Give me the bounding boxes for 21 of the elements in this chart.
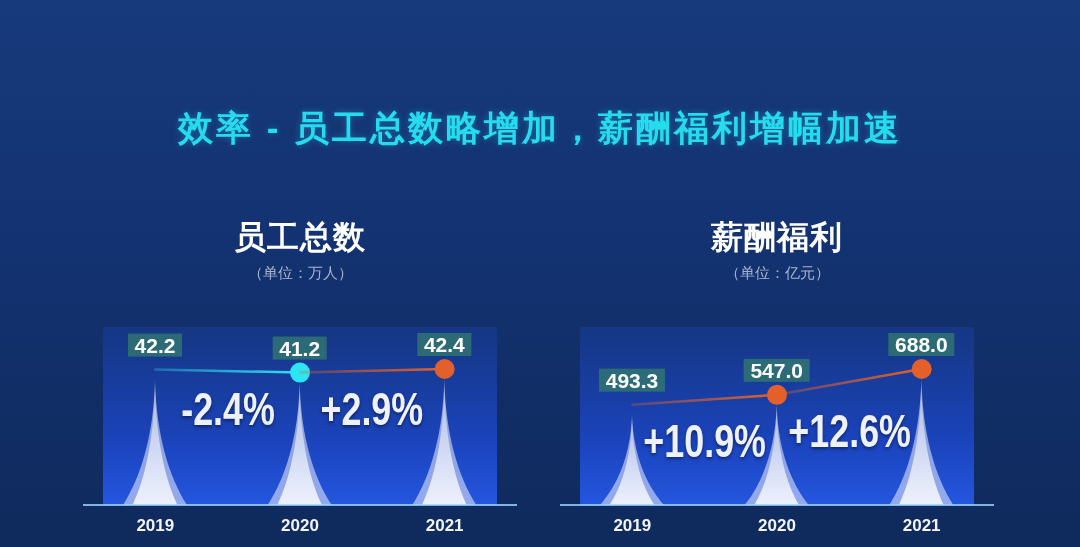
text: 效率 - 员工总数略增加，薪酬福利增幅加速	[177, 108, 903, 148]
data-label: 493.3	[605, 368, 659, 392]
chart-subtitle: （单位：亿元）	[723, 263, 831, 283]
annotation: +2.9%	[320, 382, 424, 435]
chart-subtitle: （单位：万人）	[246, 263, 354, 283]
data-label: 688.0	[895, 333, 948, 356]
chart-title: 员工总数	[233, 218, 367, 256]
annotation: +12.6%	[787, 404, 911, 457]
x-tick-label: 2019	[136, 516, 175, 536]
x-tick-label: 2021	[425, 516, 464, 536]
x-tick-label: 2020	[758, 516, 796, 536]
x-tick-label: 2020	[281, 516, 319, 536]
annotation: -2.4%	[180, 382, 275, 435]
chart-title: 薪酬福利	[710, 218, 844, 256]
x-tick-label: 2021	[902, 516, 941, 536]
data-label: 41.2	[279, 336, 321, 360]
annotation: +10.9%	[643, 414, 766, 467]
data-label: 42.2	[134, 333, 176, 357]
data-label: 547.0	[750, 358, 803, 382]
x-tick-label: 2019	[613, 516, 652, 536]
data-label: 42.4	[423, 333, 466, 356]
